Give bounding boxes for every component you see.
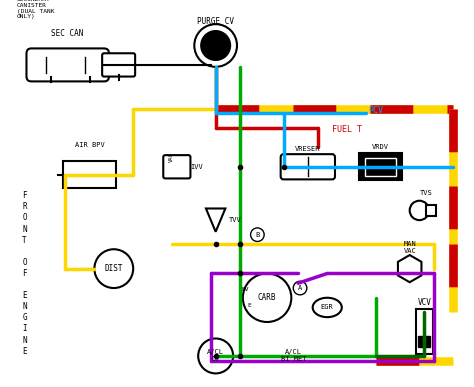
Text: A: A bbox=[298, 285, 302, 291]
Text: TVS: TVS bbox=[420, 190, 433, 196]
Circle shape bbox=[200, 30, 231, 61]
Text: SECONDARY
CANISTER
(DUAL TANK
ONLY): SECONDARY CANISTER (DUAL TANK ONLY) bbox=[17, 0, 55, 19]
FancyBboxPatch shape bbox=[64, 161, 116, 188]
Polygon shape bbox=[206, 209, 225, 232]
Circle shape bbox=[94, 249, 133, 288]
Text: A/CL
DV: A/CL DV bbox=[207, 349, 224, 363]
Circle shape bbox=[194, 24, 237, 67]
Text: BV: BV bbox=[242, 288, 249, 293]
Text: EGR: EGR bbox=[321, 305, 334, 310]
Text: AIR BPV: AIR BPV bbox=[75, 142, 104, 149]
FancyBboxPatch shape bbox=[102, 53, 135, 77]
FancyBboxPatch shape bbox=[27, 48, 109, 81]
FancyBboxPatch shape bbox=[416, 309, 433, 354]
Text: VCV: VCV bbox=[417, 298, 431, 307]
Circle shape bbox=[293, 281, 307, 295]
Text: B: B bbox=[255, 232, 259, 238]
FancyBboxPatch shape bbox=[163, 155, 191, 178]
FancyBboxPatch shape bbox=[426, 205, 436, 216]
Text: DIST: DIST bbox=[105, 264, 123, 273]
Text: IVV: IVV bbox=[191, 164, 203, 170]
Text: FUEL T: FUEL T bbox=[332, 125, 362, 134]
Text: SEC CAN: SEC CAN bbox=[51, 29, 83, 38]
Circle shape bbox=[198, 339, 233, 373]
Text: VRDV: VRDV bbox=[372, 144, 389, 151]
FancyBboxPatch shape bbox=[419, 336, 430, 347]
Text: E: E bbox=[248, 303, 252, 308]
Circle shape bbox=[251, 228, 264, 241]
FancyBboxPatch shape bbox=[365, 158, 396, 176]
Text: A/CL
BI MET: A/CL BI MET bbox=[281, 349, 306, 363]
Text: F
R
O
N
T

O
F

E
N
G
I
N
E: F R O N T O F E N G I N E bbox=[22, 191, 27, 356]
FancyBboxPatch shape bbox=[281, 154, 335, 180]
Text: PURGE CV: PURGE CV bbox=[197, 17, 234, 26]
Circle shape bbox=[243, 274, 292, 322]
Text: MAN
VAC: MAN VAC bbox=[403, 241, 416, 254]
Text: PCV: PCV bbox=[368, 106, 383, 115]
Text: CARB: CARB bbox=[258, 293, 276, 302]
Text: TVV: TVV bbox=[229, 217, 242, 223]
Text: VRESER: VRESER bbox=[295, 146, 320, 152]
Ellipse shape bbox=[313, 298, 342, 317]
FancyBboxPatch shape bbox=[359, 153, 402, 180]
Text: VAC: VAC bbox=[169, 152, 174, 162]
Polygon shape bbox=[398, 255, 421, 282]
Circle shape bbox=[410, 201, 429, 220]
